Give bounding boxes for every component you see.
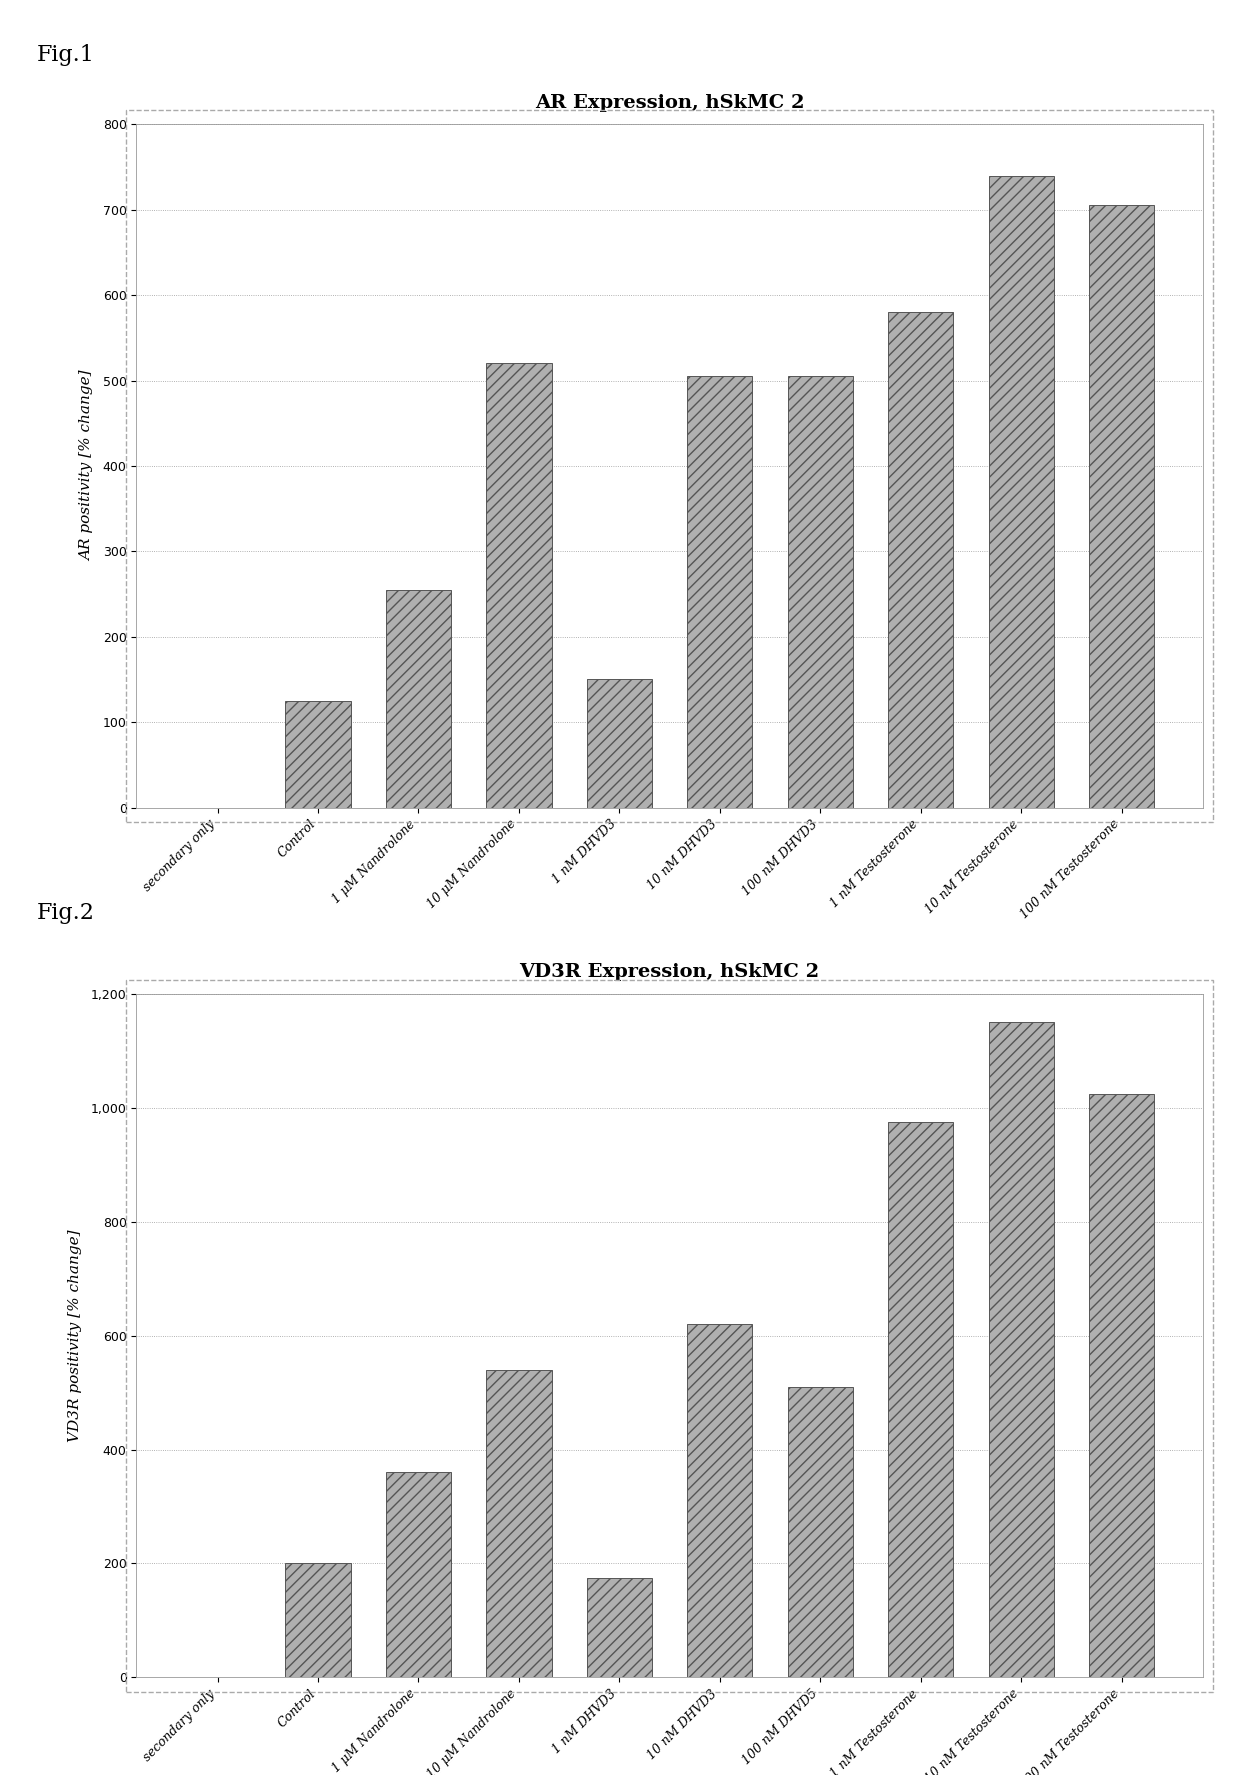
Bar [787,376,853,808]
Title: VD3R Expression, hSkMC 2: VD3R Expression, hSkMC 2 [520,964,820,982]
Bar [988,176,1054,808]
Text: Fig.1: Fig.1 [37,44,95,66]
Bar [787,1386,853,1677]
Title: AR Expression, hSkMC 2: AR Expression, hSkMC 2 [534,94,805,112]
Bar [486,1370,552,1677]
Bar [285,1564,351,1677]
Bar [1089,1093,1154,1677]
Bar [587,1578,652,1677]
Bar [587,680,652,808]
Bar [687,1324,753,1677]
Bar [386,1471,451,1677]
Bar [687,376,753,808]
Bar [386,589,451,808]
Bar [1089,206,1154,808]
Bar [486,364,552,808]
Bar [888,1122,954,1677]
Bar [988,1022,1054,1677]
Bar [285,701,351,808]
Bar [888,312,954,808]
Y-axis label: AR positivity [% change]: AR positivity [% change] [81,371,94,561]
Text: Fig.2: Fig.2 [37,902,95,923]
Y-axis label: VD3R positivity [% change]: VD3R positivity [% change] [68,1230,83,1441]
